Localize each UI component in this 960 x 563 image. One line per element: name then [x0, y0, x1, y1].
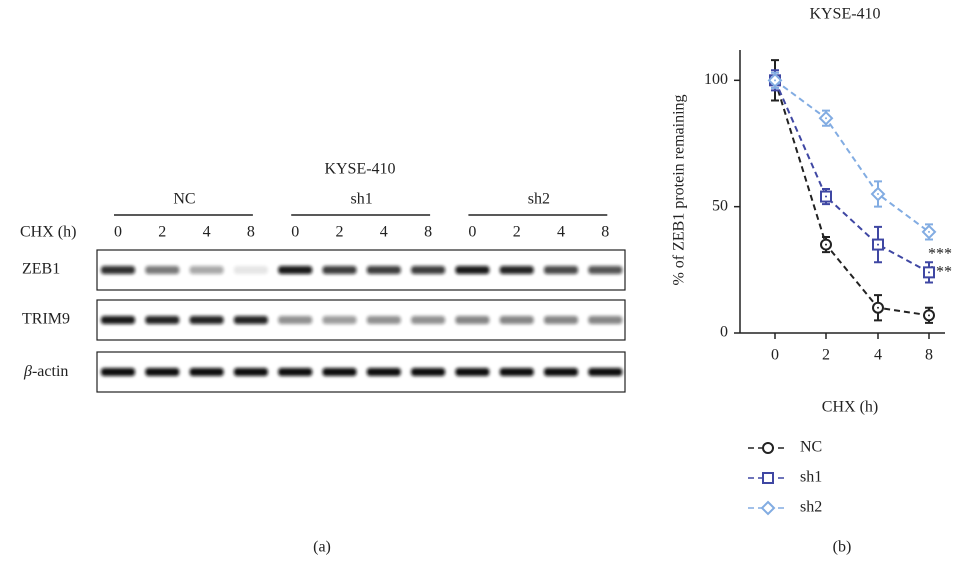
band: [500, 316, 534, 324]
significance: ***: [928, 246, 952, 263]
group-label: NC: [173, 191, 195, 208]
row-prefix: β: [23, 363, 32, 380]
x-tick-label: 0: [771, 347, 779, 364]
lane-label: 2: [158, 224, 166, 241]
band: [588, 266, 622, 274]
marker-center: [825, 117, 827, 119]
band: [145, 316, 179, 324]
y-tick-label: 50: [712, 197, 728, 214]
lane-label: 8: [247, 224, 255, 241]
band: [190, 316, 224, 324]
x-tick-label: 4: [874, 347, 882, 364]
band: [588, 368, 622, 376]
band: [544, 266, 578, 274]
band: [455, 266, 489, 274]
marker-center: [877, 244, 879, 246]
x-axis-title: CHX (h): [822, 399, 878, 416]
time-label: CHX (h): [20, 224, 76, 241]
series-line: [775, 80, 929, 232]
band: [101, 368, 135, 376]
band: [500, 266, 534, 274]
y-tick-label: 100: [704, 71, 728, 88]
row-label: TRIM9: [22, 311, 70, 328]
band: [411, 316, 445, 324]
band: [367, 266, 401, 274]
marker-center: [825, 244, 827, 246]
band: [278, 266, 312, 274]
band: [145, 266, 179, 274]
lane-label: 8: [601, 224, 609, 241]
band: [367, 316, 401, 324]
lane-label: 2: [513, 224, 521, 241]
band: [411, 266, 445, 274]
marker-center: [825, 196, 827, 198]
band: [323, 316, 357, 324]
row-label: ZEB1: [22, 261, 60, 278]
band: [544, 316, 578, 324]
marker-center: [928, 271, 930, 273]
band: [101, 266, 135, 274]
lane-label: 0: [291, 224, 299, 241]
band: [101, 316, 135, 324]
row-label: β-actin: [23, 363, 68, 380]
band: [278, 368, 312, 376]
band: [411, 368, 445, 376]
row-name: -actin: [32, 363, 68, 380]
chart-title: KYSE-410: [809, 6, 880, 23]
band: [190, 368, 224, 376]
marker-center: [877, 307, 879, 309]
legend-marker: [763, 443, 773, 453]
band: [145, 368, 179, 376]
legend-marker: [763, 473, 773, 483]
lane-label: 2: [336, 224, 344, 241]
group-label: sh1: [351, 191, 373, 208]
band: [278, 316, 312, 324]
lane-label: 0: [114, 224, 122, 241]
lane-label: 0: [468, 224, 476, 241]
lane-label: 4: [557, 224, 565, 241]
figure: KYSE-410 CHX (h) (a) KYSE-410 % of ZEB1 …: [0, 0, 960, 563]
band: [234, 316, 268, 324]
group-label: sh2: [528, 191, 550, 208]
marker-center: [928, 314, 930, 316]
y-axis-title: % of ZEB1 protein remaining: [671, 94, 688, 285]
band: [455, 368, 489, 376]
band: [323, 368, 357, 376]
marker-center: [774, 79, 776, 81]
band: [455, 316, 489, 324]
lane-label: 4: [203, 224, 211, 241]
panel-label: (a): [313, 539, 331, 556]
panel-label: (b): [833, 539, 852, 556]
band: [323, 266, 357, 274]
series-line: [775, 80, 929, 315]
band: [367, 368, 401, 376]
y-tick-label: 0: [720, 324, 728, 341]
x-tick-label: 2: [822, 347, 830, 364]
band: [544, 368, 578, 376]
x-tick-label: 8: [925, 347, 933, 364]
band: [588, 316, 622, 324]
lane-label: 4: [380, 224, 388, 241]
marker-center: [928, 231, 930, 233]
legend-marker: [762, 502, 774, 514]
lane-label: 8: [424, 224, 432, 241]
band: [234, 368, 268, 376]
marker-center: [877, 193, 879, 195]
band: [500, 368, 534, 376]
series-line: [775, 80, 929, 272]
legend-label: NC: [800, 439, 822, 456]
blot-title: KYSE-410: [324, 161, 395, 178]
legend-label: sh2: [800, 499, 822, 516]
band: [234, 266, 268, 274]
legend-label: sh1: [800, 469, 822, 486]
band: [190, 266, 224, 274]
